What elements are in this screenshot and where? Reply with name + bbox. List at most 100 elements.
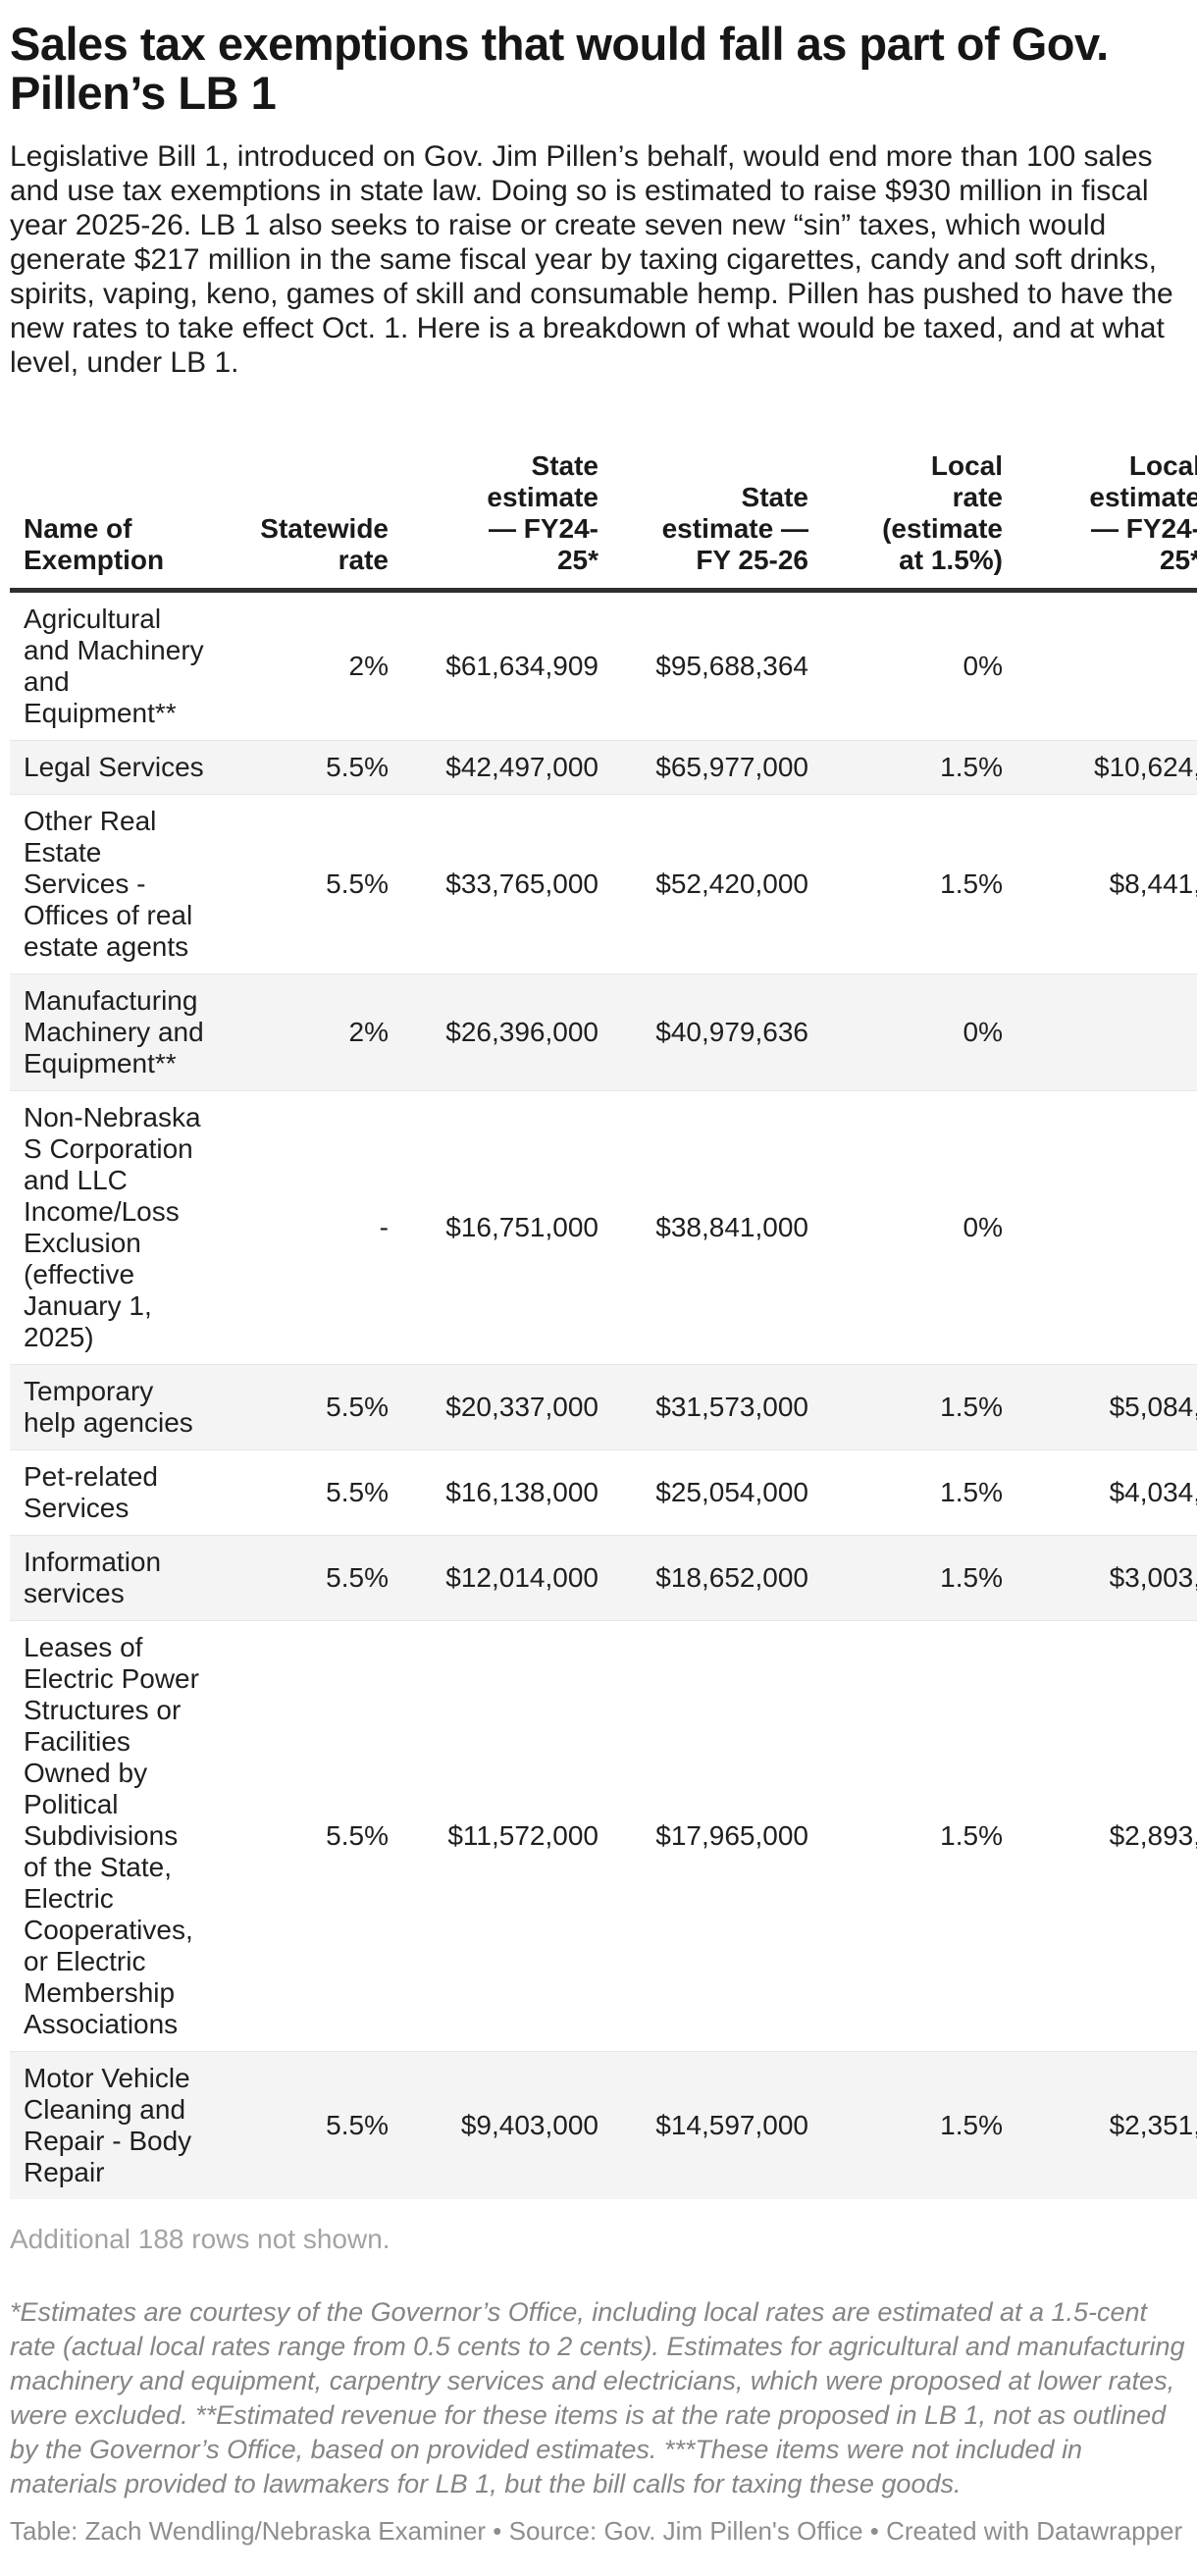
cell-state-estimate-fy25-26: $25,054,000 — [655, 1477, 808, 1507]
cell-name: Manufacturing Machinery and Equipment** — [24, 985, 204, 1078]
cell-local-estimate-fy24-25 — [1015, 591, 1197, 741]
cell-state-estimate-fy25-26: $95,688,364 — [655, 651, 808, 681]
cell-name: Leases of Electric Power Structures or F… — [24, 1632, 199, 2039]
cell-statewide-rate: 5.5% — [326, 868, 389, 899]
cell-statewide-rate: 2% — [348, 1017, 389, 1047]
column-header-statewide-rate[interactable]: Statewide rate — [220, 450, 400, 593]
cell-name: Legal Services — [24, 752, 204, 782]
cell-name: Agricultural and Machinery and Equipment… — [24, 604, 204, 728]
table-row: Legal Services 5.5% $42,497,000 $65,977,000… — [10, 740, 1197, 795]
page-title: Sales tax exemptions that would fall as … — [10, 18, 1109, 119]
table-row: Information services 5.5% $12,014,000 $18,6… — [10, 1535, 1197, 1621]
column-header-line: (estimate — [882, 513, 1003, 544]
cell-local-estimate-fy24-25 — [1015, 1091, 1197, 1365]
column-header-local-rate[interactable]: Local rate (estimate at 1.5%) — [820, 450, 1015, 593]
cell-state-estimate-fy25-26: $38,841,000 — [655, 1212, 808, 1242]
cell-name: Pet-related Services — [24, 1461, 158, 1523]
table-row: Manufacturing Machinery and Equipment** 2… — [10, 973, 1197, 1091]
column-header-line: State — [531, 450, 598, 481]
table-row: Agricultural and Machinery and Equipment… — [10, 591, 1197, 741]
column-header-line: FY 25-26 — [696, 545, 808, 575]
cell-local-estimate-fy24-25: $8,441, — [1109, 868, 1197, 899]
cell-name: Other Real Estate Services - Offices of … — [24, 806, 193, 962]
column-header-line: estimate — [1089, 482, 1197, 512]
cell-statewide-rate: 5.5% — [326, 1820, 389, 1851]
table-row: Leases of Electric Power Structures or F… — [10, 1620, 1197, 2052]
column-header-line: rate — [952, 482, 1003, 512]
credits-line: Table: Zach Wendling/Nebraska Examiner •… — [10, 2516, 1183, 2546]
cell-state-estimate-fy24-25: $61,634,909 — [445, 651, 598, 681]
cell-statewide-rate: 5.5% — [326, 2110, 389, 2140]
cell-name: Information services — [24, 1547, 162, 1608]
cell-statewide-rate: 5.5% — [326, 1562, 389, 1593]
column-header-line: estimate — [487, 482, 598, 512]
cell-local-rate: 0% — [963, 1017, 1003, 1047]
cell-local-rate: 1.5% — [940, 752, 1003, 782]
cell-state-estimate-fy24-25: $20,337,000 — [445, 1392, 598, 1422]
cell-state-estimate-fy24-25: $26,396,000 — [445, 1017, 598, 1047]
cell-state-estimate-fy24-25: $16,751,000 — [445, 1212, 598, 1242]
cell-local-rate: 1.5% — [940, 868, 1003, 899]
cell-statewide-rate: 5.5% — [326, 1477, 389, 1507]
cell-local-estimate-fy24-25: $2,893, — [1109, 1820, 1197, 1851]
column-header-line: Local — [930, 450, 1003, 481]
column-header-line: State — [741, 482, 808, 512]
cell-local-estimate-fy24-25: $4,034, — [1109, 1477, 1197, 1507]
cell-state-estimate-fy24-25: $11,572,000 — [447, 1820, 598, 1851]
cell-state-estimate-fy24-25: $33,765,000 — [445, 868, 598, 899]
cell-statewide-rate: 5.5% — [326, 752, 389, 782]
cell-statewide-rate: 5.5% — [326, 1392, 389, 1422]
table-row: Other Real Estate Services - Offices of … — [10, 794, 1197, 974]
cell-state-estimate-fy25-26: $17,965,000 — [655, 1820, 808, 1851]
cell-state-estimate-fy25-26: $14,597,000 — [655, 2110, 808, 2140]
cell-state-estimate-fy25-26: $31,573,000 — [655, 1392, 808, 1422]
column-header-line: 25* — [556, 545, 598, 575]
cell-statewide-rate: - — [379, 1212, 389, 1242]
column-header-line: at 1.5%) — [899, 545, 1003, 575]
exemptions-table: Name of Exemption Statewide rate State estima… — [10, 450, 1197, 2199]
column-header-line: Local — [1128, 450, 1197, 481]
cell-local-rate: 1.5% — [940, 1820, 1003, 1851]
table-body: Agricultural and Machinery and Equipment… — [10, 591, 1197, 2199]
cell-local-rate: 0% — [963, 1212, 1003, 1242]
cell-local-estimate-fy24-25: $2,351, — [1109, 2110, 1197, 2140]
column-header-state-estimate-fy24-25[interactable]: State estimate — FY24- 25* — [400, 450, 610, 593]
column-header-line: 25* — [1159, 545, 1197, 575]
cell-local-rate: 1.5% — [940, 1477, 1003, 1507]
column-header-line: estimate — — [661, 513, 808, 544]
column-header-name[interactable]: Name of Exemption — [10, 450, 220, 593]
table-row: Temporary help agencies 5.5% $20,337,000 $3… — [10, 1364, 1197, 1450]
table-header: Name of Exemption Statewide rate State estima… — [10, 450, 1197, 593]
cell-state-estimate-fy25-26: $18,652,000 — [655, 1562, 808, 1593]
cell-statewide-rate: 2% — [348, 651, 389, 681]
cell-local-estimate-fy24-25 — [1015, 974, 1197, 1091]
chart-description: Legislative Bill 1, introduced on Gov. J… — [10, 140, 1173, 379]
cell-local-rate: 1.5% — [940, 1562, 1003, 1593]
column-header-state-estimate-fy25-26[interactable]: State estimate — FY 25-26 — [610, 450, 820, 593]
cell-local-rate: 1.5% — [940, 2110, 1003, 2140]
cell-state-estimate-fy25-26: $52,420,000 — [655, 868, 808, 899]
footnote: *Estimates are courtesy of the Governor’… — [10, 2297, 1185, 2498]
cell-local-estimate-fy24-25: $10,624, — [1094, 752, 1197, 782]
cell-state-estimate-fy24-25: $16,138,000 — [445, 1477, 598, 1507]
table-header-row: Name of Exemption Statewide rate State estima… — [10, 450, 1197, 593]
cell-name: Temporary help agencies — [24, 1376, 193, 1438]
table-row: Pet-related Services 5.5% $16,138,000 $25,0… — [10, 1449, 1197, 1536]
cell-local-rate: 0% — [963, 651, 1003, 681]
cell-state-estimate-fy24-25: $42,497,000 — [445, 752, 598, 782]
cell-state-estimate-fy25-26: $65,977,000 — [655, 752, 808, 782]
column-header-line: Exemption — [24, 545, 165, 575]
cell-name: Motor Vehicle Cleaning and Repair - Body… — [24, 2063, 192, 2187]
table-row: Non-Nebraska S Corporation and LLC Incom… — [10, 1090, 1197, 1365]
column-header-line: — FY24- — [488, 513, 598, 544]
cell-local-estimate-fy24-25: $5,084, — [1109, 1392, 1197, 1422]
column-header-line: Statewide — [260, 513, 389, 544]
additional-rows-note: Additional 188 rows not shown. — [10, 2224, 390, 2254]
cell-state-estimate-fy24-25: $9,403,000 — [460, 2110, 598, 2140]
column-header-line: Name of — [24, 513, 132, 544]
cell-local-rate: 1.5% — [940, 1392, 1003, 1422]
column-header-local-estimate-fy24-25[interactable]: Local estimate — FY24- 25* — [1015, 450, 1197, 593]
cell-local-estimate-fy24-25: $3,003, — [1109, 1562, 1197, 1593]
table-row: Motor Vehicle Cleaning and Repair - Body… — [10, 2051, 1197, 2199]
